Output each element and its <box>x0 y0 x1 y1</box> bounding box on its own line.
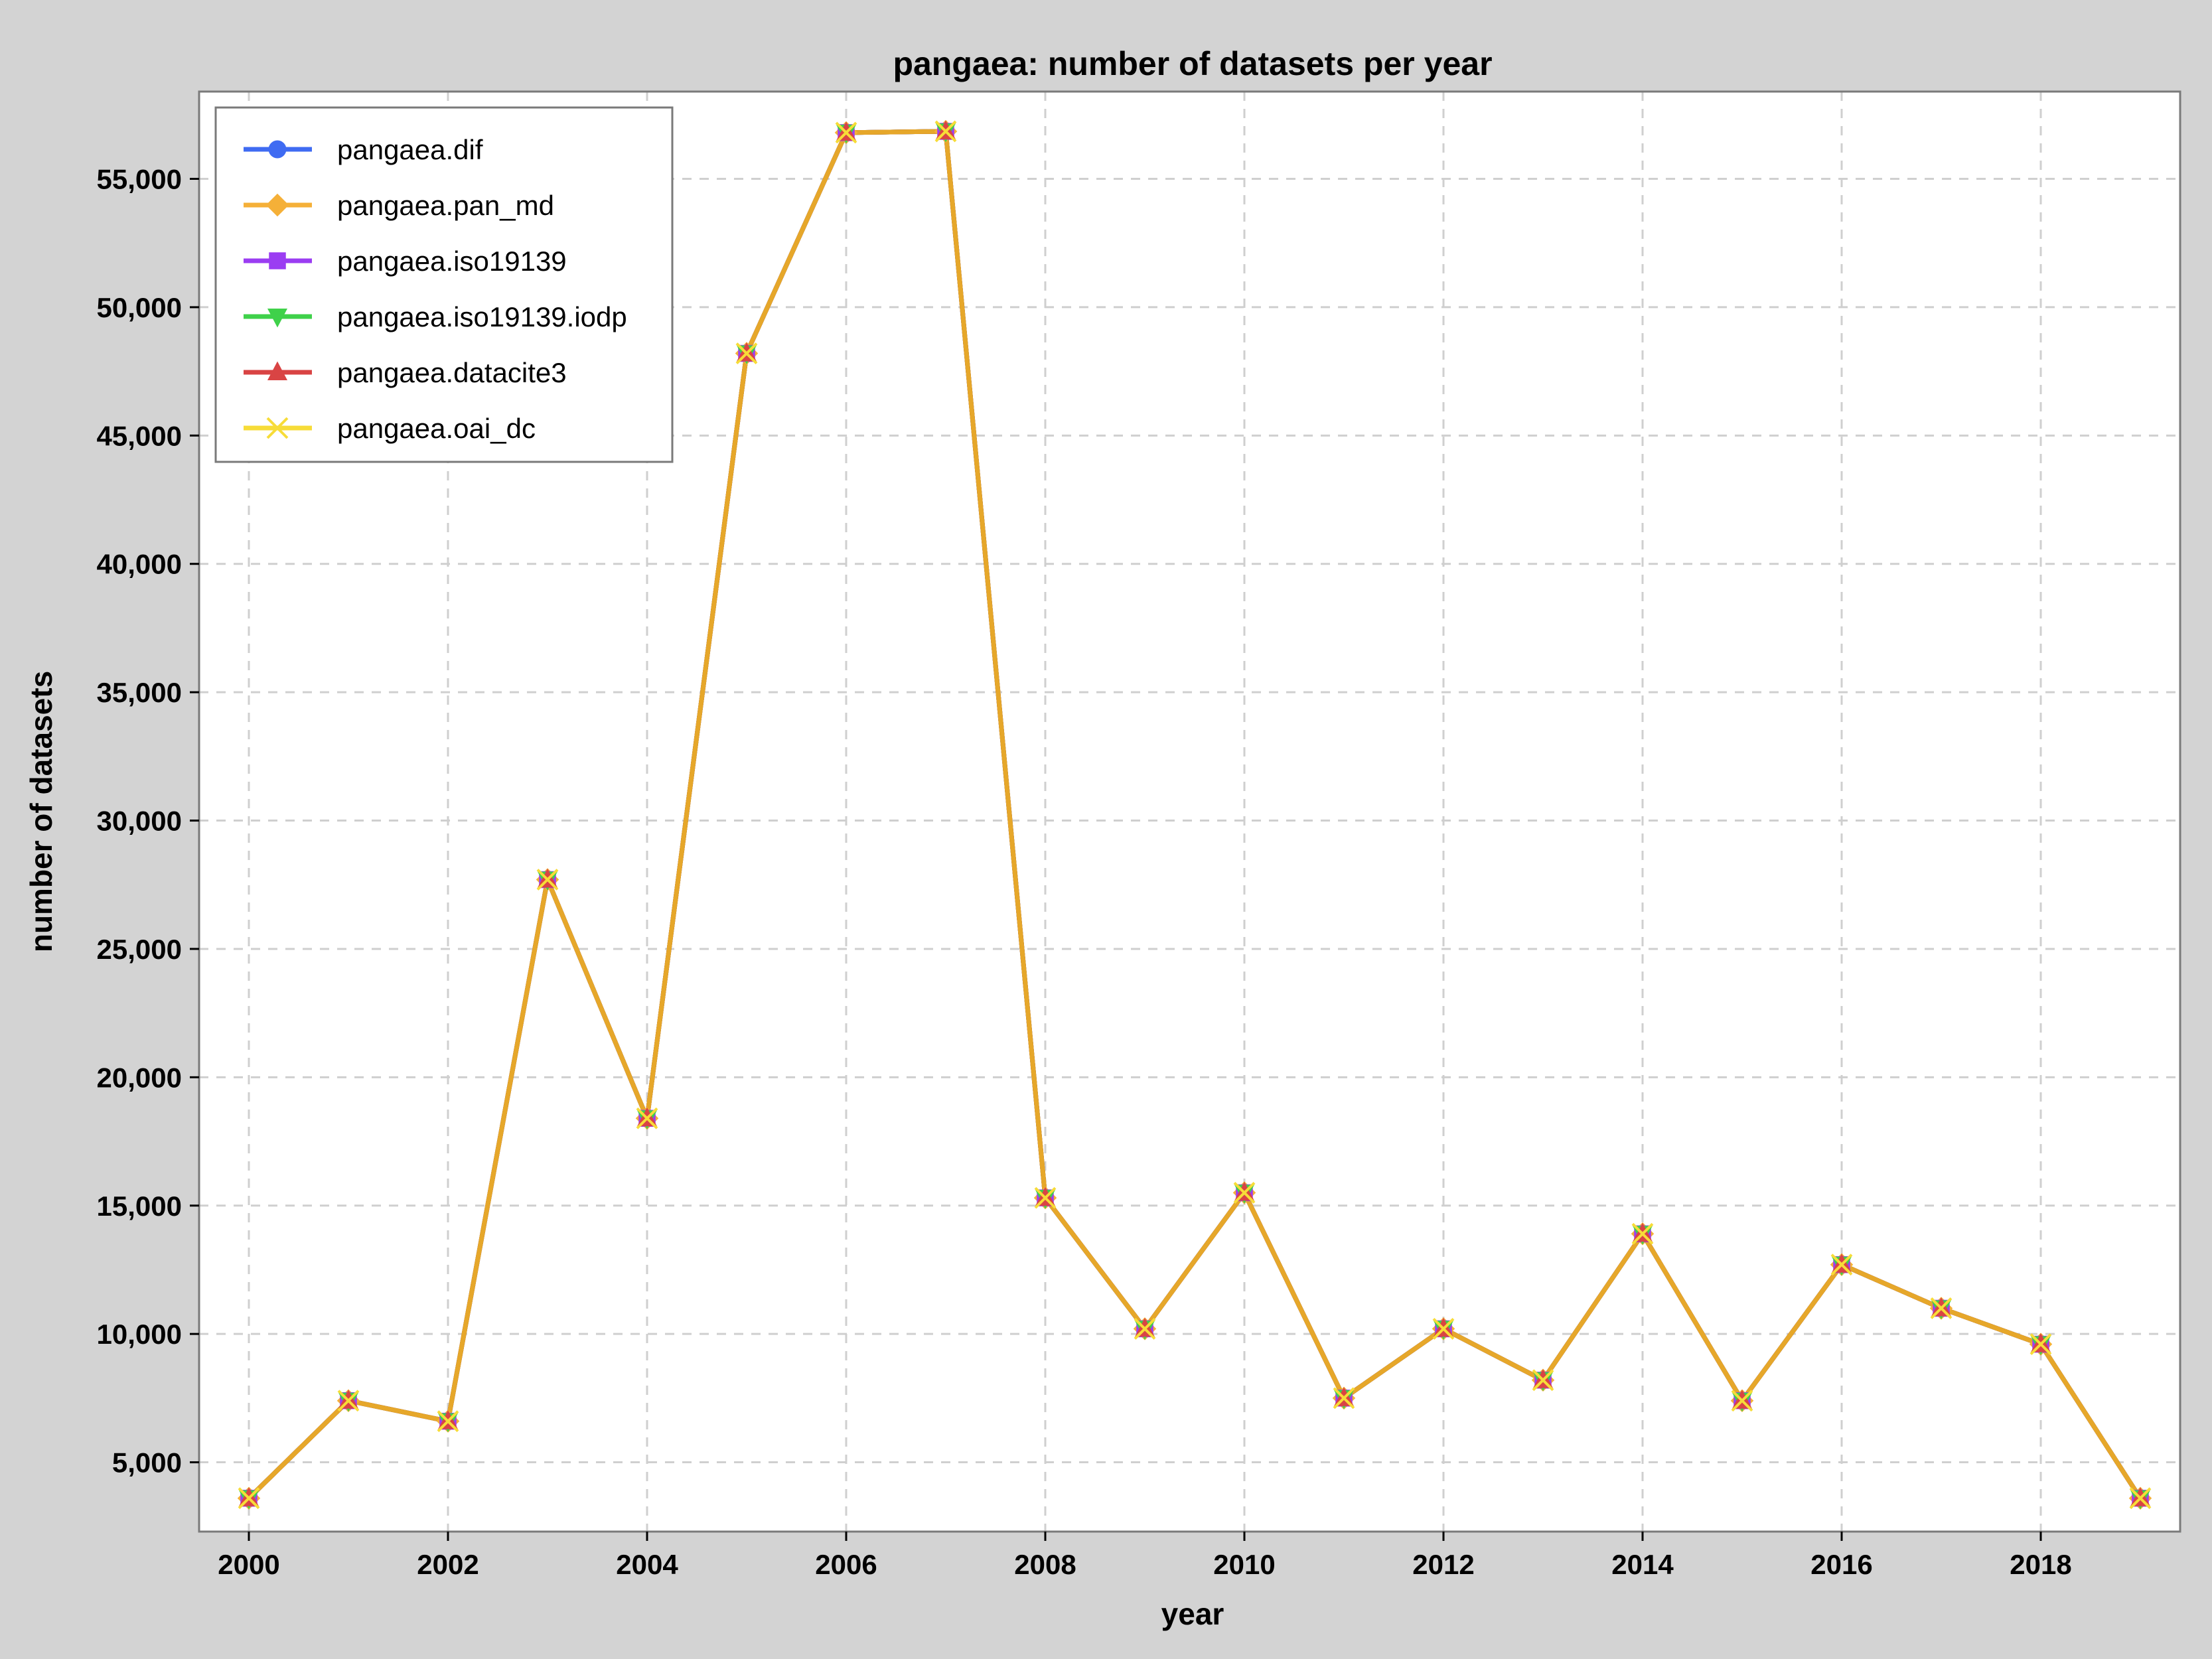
chart-title: pangaea: number of datasets per year <box>893 45 1492 82</box>
y-tick-label: 40,000 <box>97 549 182 580</box>
y-tick-label: 55,000 <box>97 164 182 195</box>
data-point <box>2129 1487 2152 1510</box>
legend-marker <box>267 309 287 328</box>
data-point <box>1233 1181 1256 1204</box>
data-point <box>1034 1187 1057 1209</box>
y-tick-label: 50,000 <box>97 292 182 323</box>
legend-entry: pangaea.oai_dc <box>244 413 536 444</box>
legend-entry: pangaea.iso19139 <box>244 246 567 277</box>
plot-border <box>198 90 2181 1533</box>
y-tick-label: 20,000 <box>97 1062 182 1093</box>
legend-box <box>214 106 674 463</box>
data-point <box>835 121 857 144</box>
y-axis-label: number of datasets <box>24 671 58 952</box>
legend-entry: pangaea.datacite3 <box>244 357 567 388</box>
x-tick-label: 2018 <box>2010 1549 2071 1580</box>
data-point <box>636 1107 658 1129</box>
data-point <box>337 1390 360 1412</box>
legend-marker <box>266 417 289 439</box>
data-point <box>238 1487 260 1510</box>
y-tick-label: 30,000 <box>97 806 182 837</box>
legend-marker <box>265 193 289 217</box>
y-tick-label: 25,000 <box>97 934 182 965</box>
y-tick-label: 45,000 <box>97 420 182 451</box>
x-tick-label: 2004 <box>616 1549 678 1580</box>
x-axis-label: year <box>1161 1597 1224 1631</box>
legend: pangaea.dif pangaea.pan_md pangaea.iso1913… <box>214 106 674 463</box>
x-tick-label: 2008 <box>1014 1549 1076 1580</box>
y-tick-label: 5,000 <box>112 1447 182 1479</box>
legend-label: pangaea.datacite3 <box>337 357 567 388</box>
x-tick-label: 2000 <box>218 1549 279 1580</box>
data-point <box>1731 1390 1753 1412</box>
data-point <box>1830 1254 1853 1276</box>
legend-label: pangaea.dif <box>337 134 483 165</box>
legend-marker <box>267 361 287 380</box>
x-tick-label: 2012 <box>1412 1549 1474 1580</box>
data-point <box>1333 1387 1355 1409</box>
data-point <box>1631 1222 1654 1245</box>
data-point <box>1532 1369 1554 1392</box>
x-tick-label: 2010 <box>1213 1549 1275 1580</box>
legend-entry: pangaea.dif <box>244 134 483 165</box>
series-line-5 <box>247 129 2142 1500</box>
y-tick-label: 15,000 <box>97 1190 182 1222</box>
data-point <box>536 869 559 891</box>
x-tick-label: 2016 <box>1810 1549 1872 1580</box>
data-point <box>1432 1318 1455 1340</box>
series-markers <box>237 119 2152 1510</box>
x-tick-label: 2006 <box>815 1549 877 1580</box>
legend-entry: pangaea.iso19139.iodp <box>244 301 627 332</box>
data-point <box>735 342 758 364</box>
legend-marker <box>269 252 286 269</box>
x-tick-label: 2014 <box>1611 1549 1674 1580</box>
legend-entry: pangaea.pan_md <box>244 190 554 221</box>
data-point <box>437 1410 459 1433</box>
axis-ticks: 2000 2002 2004 2006 2008 2010 2012 2014 2016 2018… <box>97 164 2072 1580</box>
legend-label: pangaea.iso19139.iodp <box>337 301 627 332</box>
legend-label: pangaea.oai_dc <box>337 413 536 444</box>
y-tick-label: 35,000 <box>97 677 182 708</box>
x-tick-label: 2002 <box>417 1549 479 1580</box>
legend-label: pangaea.pan_md <box>337 190 554 221</box>
legend-label: pangaea.iso19139 <box>337 246 567 277</box>
series-lines <box>247 129 2142 1500</box>
data-point <box>1134 1318 1156 1340</box>
data-point <box>934 120 957 143</box>
data-point <box>1930 1297 1953 1319</box>
data-point <box>2029 1333 2052 1356</box>
legend-marker <box>268 140 287 159</box>
y-tick-label: 10,000 <box>97 1319 182 1350</box>
